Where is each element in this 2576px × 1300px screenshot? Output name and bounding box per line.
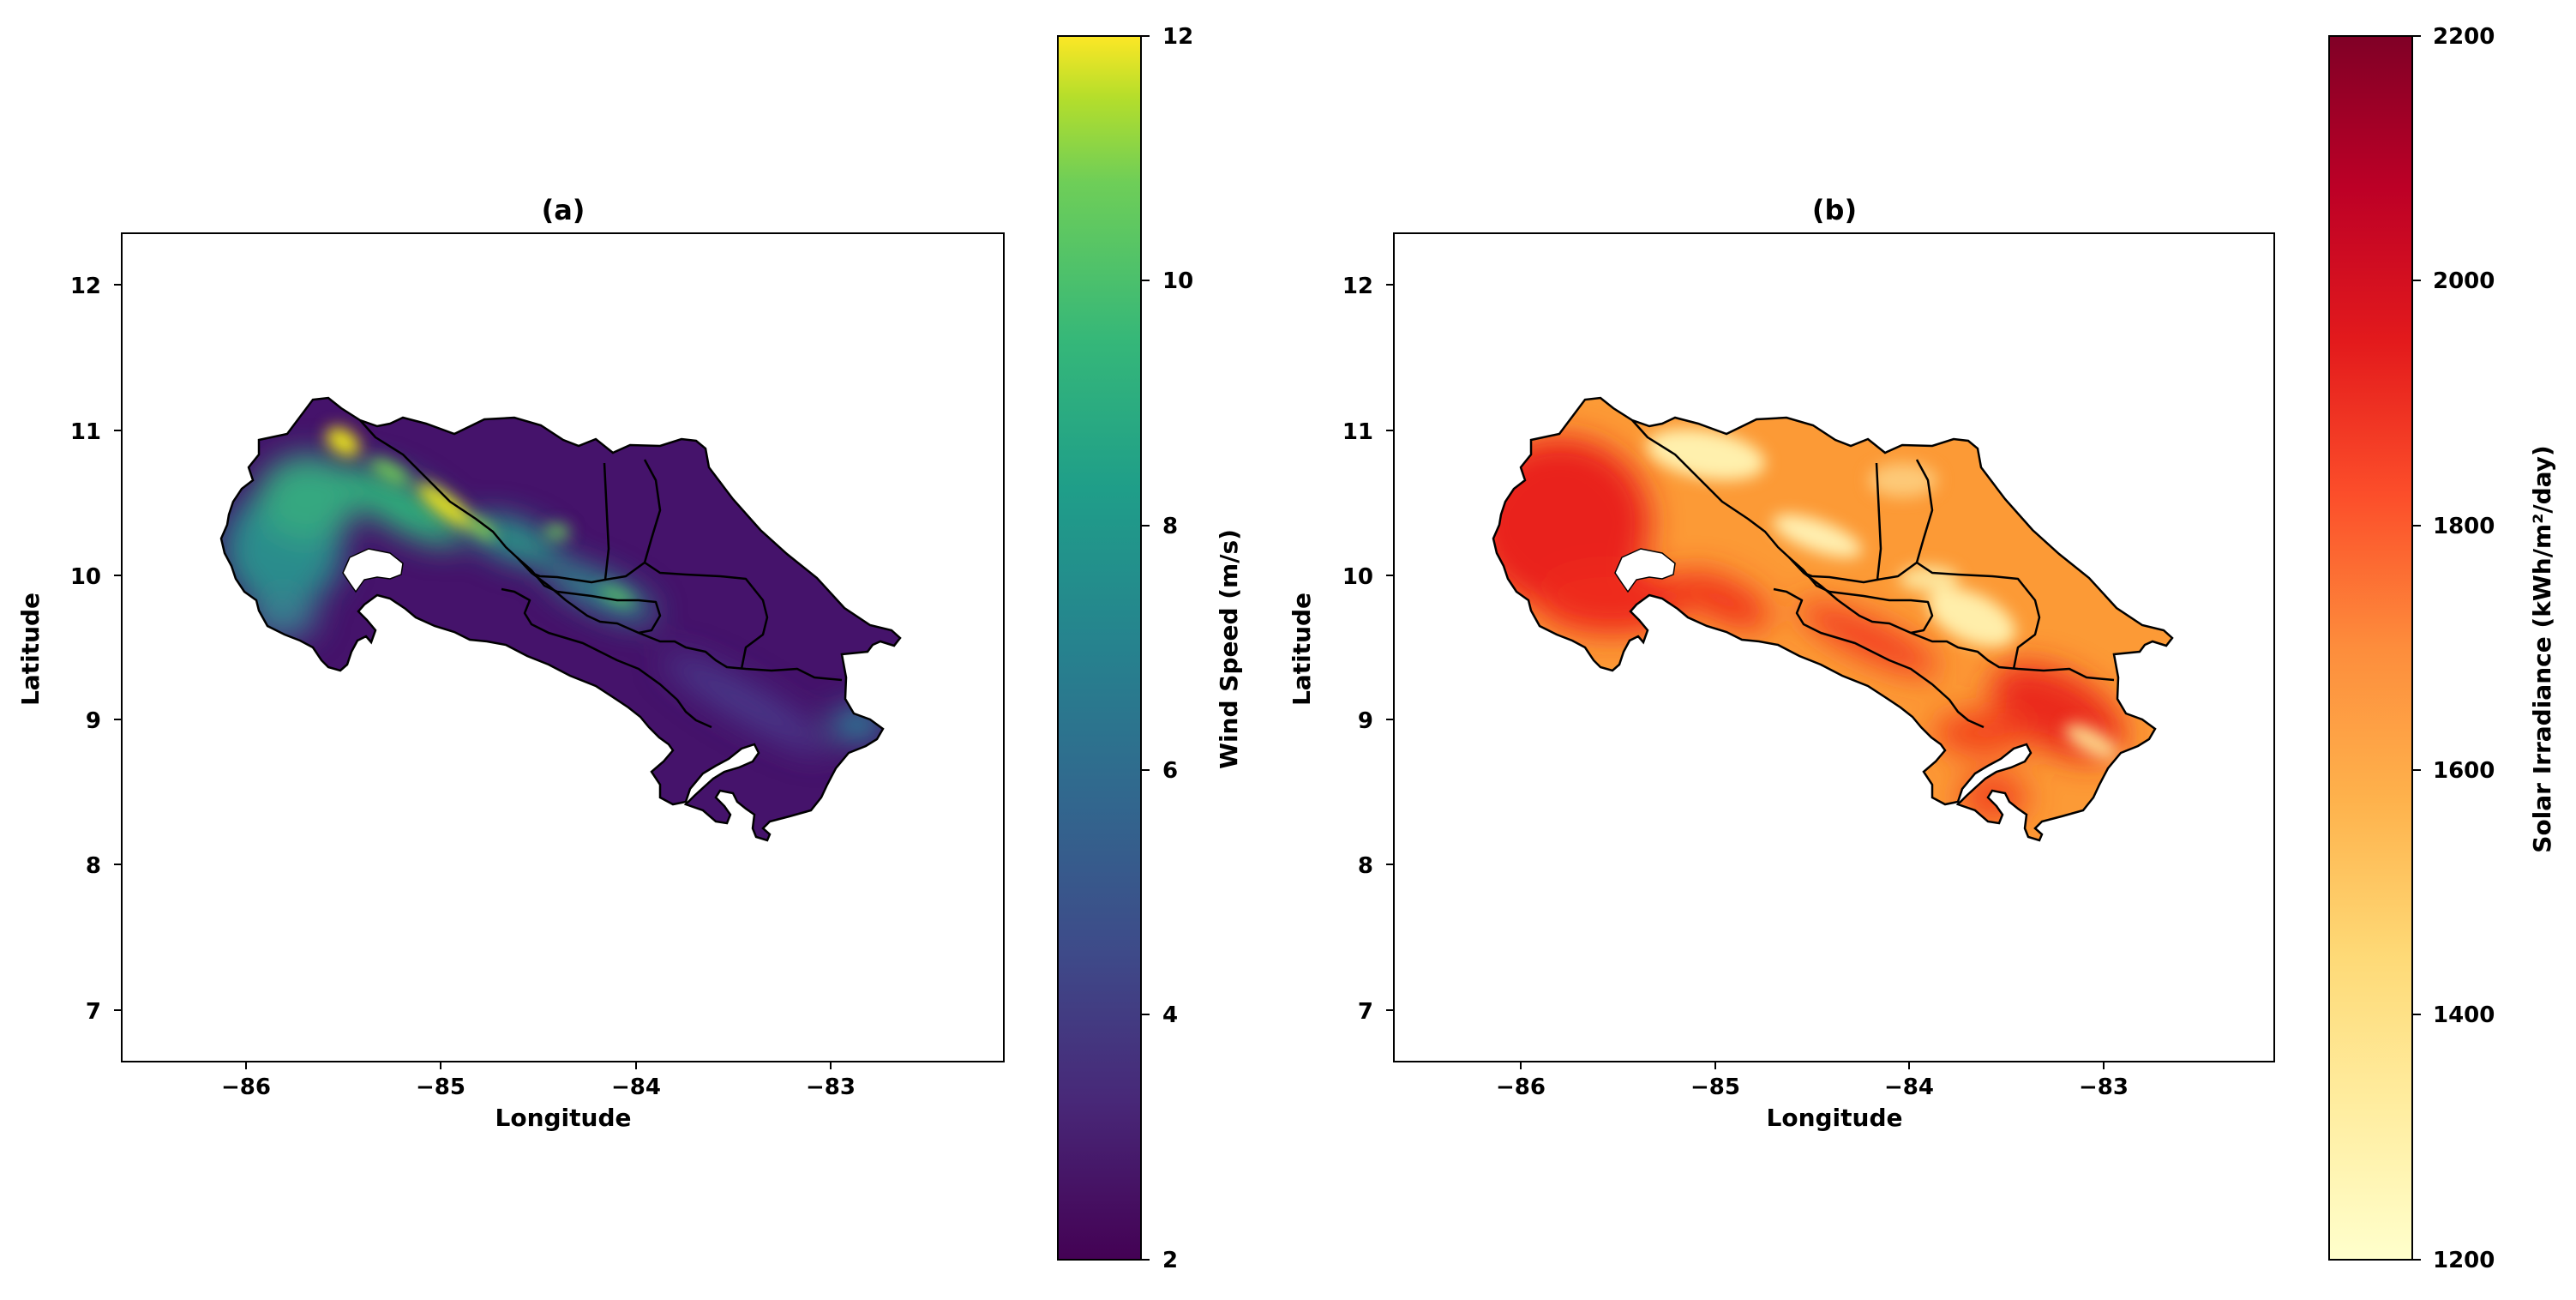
panel-title-a: (a) [542, 194, 585, 226]
svg-text:−85: −85 [416, 1074, 465, 1100]
colorbar-b-tick: 1200 [2412, 1248, 2495, 1273]
svg-text:−85: −85 [1690, 1074, 1740, 1100]
svg-text:12: 12 [1162, 24, 1193, 50]
y-tick-a: 9 [86, 708, 122, 734]
y-tick-a: 10 [70, 564, 122, 590]
x-tick-a: −84 [611, 1062, 661, 1100]
svg-text:12: 12 [1342, 274, 1373, 299]
x-tick-b: −84 [1884, 1062, 1934, 1100]
y-axis-b: 12 11 10 9 8 7 Latitude [1288, 274, 1394, 1025]
svg-text:12: 12 [70, 274, 101, 299]
colorbar-b: 2200 2000 1800 1600 1400 1200 Solar Irra… [2328, 24, 2556, 1273]
x-tick-b: −83 [2079, 1062, 2129, 1100]
x-axis-label-a: Longitude [495, 1104, 631, 1132]
x-tick-a: −83 [806, 1062, 856, 1100]
y-tick-b: 11 [1342, 419, 1394, 445]
colorbar-b-tick: 2200 [2412, 24, 2495, 50]
svg-text:−83: −83 [2079, 1074, 2129, 1100]
x-axis-b: −86 −85 −84 −83 Longitude [1496, 1062, 2129, 1132]
y-tick-b: 12 [1342, 274, 1394, 299]
svg-text:−86: −86 [1496, 1074, 1546, 1100]
x-tick-a: −86 [221, 1062, 271, 1100]
y-tick-a: 11 [70, 419, 122, 445]
svg-text:8: 8 [1358, 853, 1373, 879]
colorbar-a-tick: 10 [1141, 268, 1193, 294]
svg-text:−84: −84 [611, 1074, 661, 1100]
svg-text:1200: 1200 [2433, 1248, 2495, 1273]
colorbar-b-tick: 1800 [2412, 514, 2495, 539]
svg-text:2200: 2200 [2433, 24, 2495, 50]
colorbar-b-tick: 1400 [2412, 1002, 2495, 1028]
y-tick-a: 12 [70, 274, 122, 299]
colorbar-a-tick: 2 [1141, 1248, 1178, 1273]
y-tick-b: 8 [1358, 853, 1394, 879]
y-tick-b: 7 [1358, 999, 1394, 1025]
y-axis-a: 12 11 10 9 8 7 Latitude [16, 274, 122, 1025]
colorbar-b-ramp [2328, 35, 2413, 1261]
x-tick-b: −86 [1496, 1062, 1546, 1100]
svg-text:4: 4 [1162, 1002, 1178, 1028]
y-tick-a: 7 [86, 999, 122, 1025]
svg-text:8: 8 [1162, 514, 1178, 539]
y-axis-label-a: Latitude [16, 593, 45, 706]
x-tick-b: −85 [1690, 1062, 1740, 1100]
svg-text:1600: 1600 [2433, 758, 2495, 784]
panel-title-b: (b) [1812, 194, 1857, 226]
colorbar-b-tick: 1600 [2412, 758, 2495, 784]
svg-text:10: 10 [70, 564, 101, 590]
province-borders-a [359, 419, 843, 729]
svg-text:10: 10 [1162, 268, 1193, 294]
svg-text:−83: −83 [806, 1074, 856, 1100]
panel-a: −86 −85 −84 −83 Longitude 12 [16, 24, 1243, 1273]
svg-text:8: 8 [86, 853, 101, 879]
y-axis-label-b: Latitude [1288, 593, 1316, 706]
svg-text:−86: −86 [221, 1074, 271, 1100]
svg-text:6: 6 [1162, 758, 1178, 784]
colorbar-a-tick: 4 [1141, 1002, 1178, 1028]
colorbar-a-tick: 6 [1141, 758, 1178, 784]
colorbar-a-tick: 8 [1141, 514, 1178, 539]
panel-b: −86 −85 −84 −83 Longitude 12 [1288, 24, 2556, 1273]
province-borders-b [1631, 419, 2115, 729]
svg-text:7: 7 [1358, 999, 1373, 1025]
colorbar-a: 12 10 8 6 4 2 Wind Speed (m/s) [1057, 24, 1243, 1273]
svg-text:11: 11 [70, 419, 101, 445]
svg-text:7: 7 [86, 999, 101, 1025]
colorbar-b-label: Solar Irradiance (kWh/m²/day) [2528, 445, 2556, 852]
x-axis-label-b: Longitude [1766, 1104, 1902, 1132]
svg-text:1400: 1400 [2433, 1002, 2495, 1028]
y-tick-b: 9 [1358, 708, 1394, 734]
colorbar-a-ramp [1057, 35, 1142, 1261]
svg-text:1800: 1800 [2433, 514, 2495, 539]
x-tick-a: −85 [416, 1062, 465, 1100]
y-tick-b: 10 [1342, 564, 1394, 590]
colorbar-b-tick: 2000 [2412, 268, 2495, 294]
svg-text:2000: 2000 [2433, 268, 2495, 294]
x-axis-a: −86 −85 −84 −83 Longitude [221, 1062, 856, 1132]
colorbar-a-tick: 12 [1141, 24, 1193, 50]
svg-text:11: 11 [1342, 419, 1373, 445]
svg-text:2: 2 [1162, 1248, 1178, 1273]
svg-text:9: 9 [1358, 708, 1373, 734]
colorbar-a-label: Wind Speed (m/s) [1215, 529, 1243, 769]
svg-text:9: 9 [86, 708, 101, 734]
y-tick-a: 8 [86, 853, 122, 879]
svg-text:10: 10 [1342, 564, 1373, 590]
svg-text:−84: −84 [1884, 1074, 1934, 1100]
